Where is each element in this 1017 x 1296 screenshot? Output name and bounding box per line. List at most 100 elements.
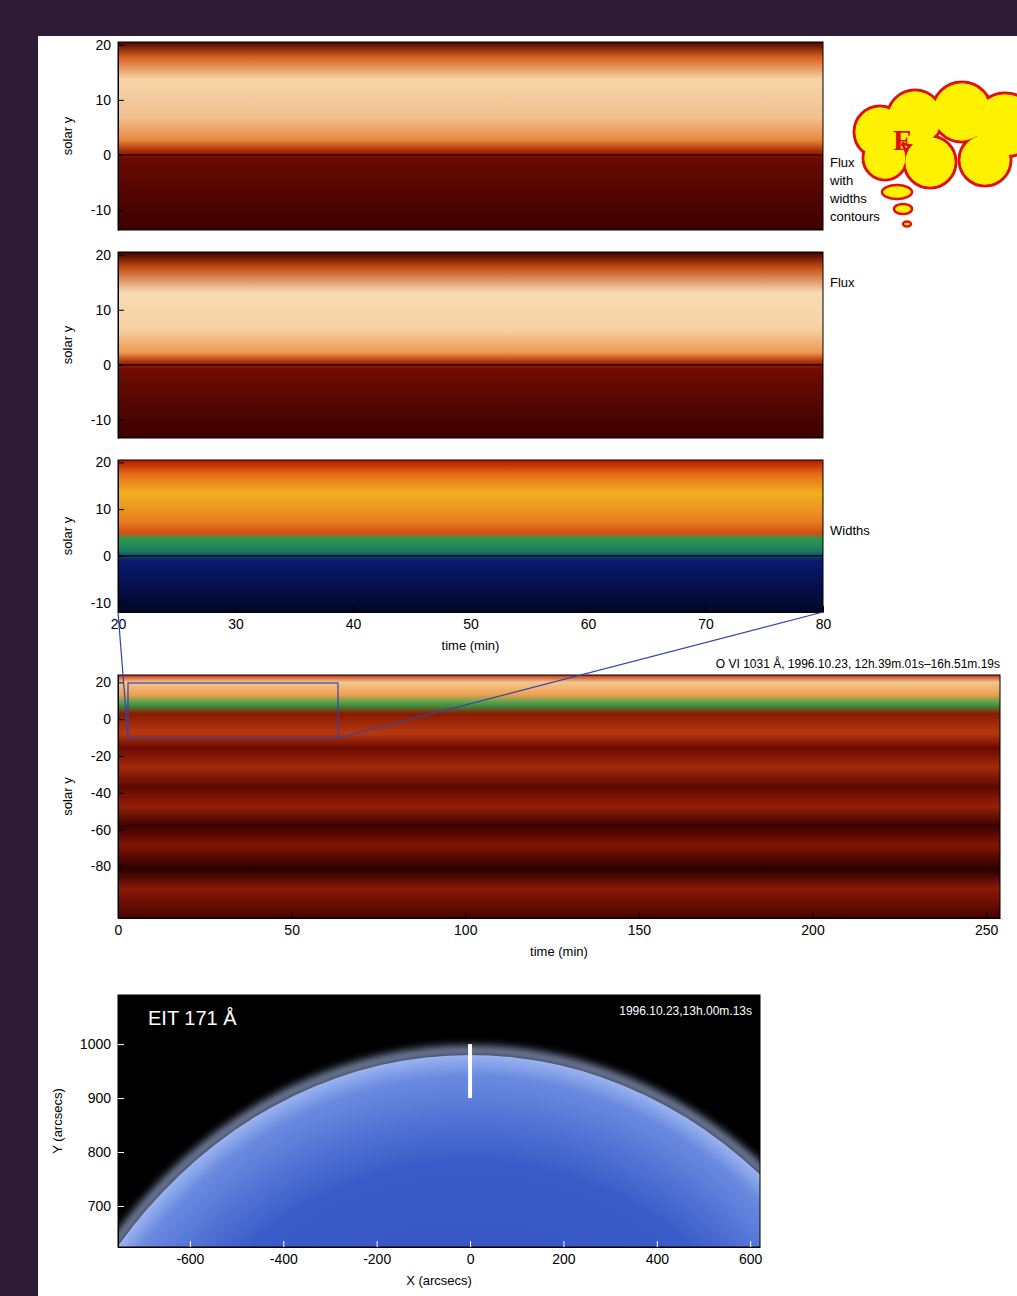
tick-label: 50 (463, 616, 479, 632)
tick-label: 800 (88, 1144, 112, 1160)
tick-label: 80 (816, 616, 832, 632)
tick-mark (465, 912, 466, 918)
cloud-bubble (903, 222, 911, 227)
plot-area (118, 42, 823, 230)
tick: 70 (698, 606, 714, 632)
axis-line (118, 253, 119, 439)
cloud-fill (961, 136, 1010, 185)
tick: -10 (91, 412, 124, 428)
tick: 700 (88, 1198, 124, 1214)
label-line: contours (830, 209, 880, 224)
axis-line (118, 676, 119, 919)
tick: -40 (91, 785, 124, 801)
tick-label: 250 (975, 922, 999, 938)
tick-mark (118, 556, 124, 557)
tick: 1000 (80, 1036, 124, 1052)
axis-line (118, 996, 119, 1248)
tick-mark (283, 1241, 284, 1247)
callout: F (854, 82, 1017, 227)
tick-mark (292, 912, 293, 918)
zoom-indicator (118, 612, 823, 738)
tick: -80 (91, 858, 124, 874)
image (118, 42, 823, 230)
tick: 10 (95, 92, 124, 108)
tick-label: 40 (346, 616, 362, 632)
limb-glow (118, 1051, 760, 1247)
tick-mark (118, 1044, 124, 1045)
axis-title: solar y (60, 116, 75, 155)
tick: -10 (91, 202, 124, 218)
tick: 200 (801, 912, 825, 938)
axis-title: solar y (60, 516, 75, 555)
tick: 20 (95, 247, 124, 263)
image (118, 460, 823, 612)
tick-label: -400 (270, 1251, 298, 1267)
tick-mark (118, 365, 124, 366)
tick-mark (118, 719, 124, 720)
frame (118, 42, 823, 230)
tick-mark (118, 603, 124, 604)
tick: 800 (88, 1144, 124, 1160)
tick-mark (812, 912, 813, 918)
tick-label: -10 (91, 412, 111, 428)
tick: 900 (88, 1090, 124, 1106)
image (118, 675, 1000, 918)
axis-line (119, 612, 824, 613)
tick: 0 (103, 548, 124, 564)
axis-title: solar y (60, 777, 75, 816)
tick: 0 (467, 1241, 475, 1267)
callout-text: F (893, 123, 911, 156)
panel: -1001020solar yFluxwithwidthscontours (60, 37, 880, 231)
tick-label: 700 (88, 1198, 112, 1214)
axis-line (119, 918, 1001, 919)
tick-label: 10 (95, 501, 111, 517)
tick-mark (563, 1241, 564, 1247)
tick: 150 (628, 912, 652, 938)
tick-label: 600 (739, 1251, 763, 1267)
tick-label: 10 (95, 92, 111, 108)
grid-line (118, 154, 823, 155)
tick-label: 20 (95, 37, 111, 53)
tick-label: 1000 (80, 1036, 111, 1052)
frame (118, 995, 760, 1247)
tick-mark (118, 866, 124, 867)
tick-mark (377, 1241, 378, 1247)
tick: -400 (270, 1241, 298, 1267)
solar-disk (118, 1055, 760, 1247)
tick-label: 20 (95, 454, 111, 470)
plot-area (118, 995, 760, 1247)
tick: 250 (975, 912, 999, 938)
tick: -20 (91, 748, 124, 764)
tick-label: -40 (91, 785, 111, 801)
tick-mark (657, 1241, 658, 1247)
panel-label: Widths (830, 523, 870, 538)
tick: -60 (91, 822, 124, 838)
tick-label: 900 (88, 1090, 112, 1106)
tick-mark (118, 912, 119, 918)
tick-label: 0 (103, 711, 111, 727)
tick: -600 (176, 1241, 204, 1267)
tick-label: 200 (552, 1251, 576, 1267)
title: O VI 1031 Å, 1996.10.23, 12h.39m.01s–16h… (716, 656, 1000, 671)
tick: 60 (581, 606, 597, 632)
tick-mark (118, 756, 124, 757)
tick-mark (588, 606, 589, 612)
tick-label: 30 (228, 616, 244, 632)
tick-label: 100 (454, 922, 478, 938)
tick-label: 400 (646, 1251, 670, 1267)
y-axis: -1001020 (91, 454, 124, 612)
tick-mark (118, 1098, 124, 1099)
tick: 50 (463, 606, 479, 632)
tick: 30 (228, 606, 244, 632)
tick-label: 0 (467, 1251, 475, 1267)
tick-mark (118, 310, 124, 311)
tick: 10 (95, 501, 124, 517)
tick: 0 (103, 147, 124, 163)
y-axis: -10 0 10 20 (91, 37, 124, 231)
tick-label: 0 (103, 548, 111, 564)
tick-mark (118, 100, 124, 101)
axis-title: Y (arcsecs) (50, 1088, 65, 1154)
tick-label: 0 (115, 922, 123, 938)
tick-mark (750, 1241, 751, 1247)
figure: -1001020solar yFluxwithwidthscontours-10… (0, 0, 1017, 1296)
